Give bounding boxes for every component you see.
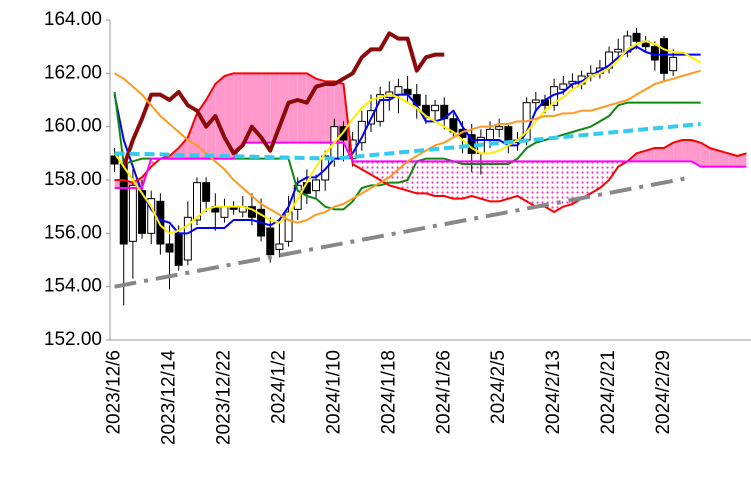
trend-line (114, 175, 692, 289)
cloud-fill (215, 76, 225, 159)
cloud-fill (462, 161, 472, 199)
candle-body (531, 99, 540, 104)
x-tick-label: 2024/1/10 (323, 350, 344, 435)
cloud-fill (700, 142, 710, 167)
cloud-fill (242, 73, 252, 143)
candle-body (284, 211, 293, 242)
y-tick-label: 164.00 (44, 9, 102, 30)
cloud-fill (590, 161, 600, 194)
candle-body (220, 206, 229, 218)
indicator-line (114, 72, 747, 213)
candle-body (312, 179, 321, 192)
y-tick-label: 156.00 (44, 222, 102, 243)
candle-body (614, 48, 623, 53)
candle-body (165, 243, 174, 253)
y-tick-label: 152.00 (44, 329, 102, 350)
candle-body (559, 83, 568, 90)
candle-body (632, 32, 641, 42)
cloud-fill (544, 161, 555, 212)
cloud-fill (471, 161, 481, 199)
cloud-fill (737, 153, 747, 167)
indicator-line (113, 45, 701, 235)
cloud-fill (480, 161, 491, 202)
candle-body (669, 56, 678, 72)
cloud-fill (425, 161, 436, 196)
cloud-fill (691, 140, 701, 167)
cloud-fill (288, 73, 298, 143)
candle-body (431, 104, 440, 112)
cloud-fill (453, 161, 463, 199)
cloud-fill (261, 73, 271, 143)
cloud-fill (682, 140, 692, 162)
cloud-fill (572, 161, 582, 204)
candle-body (486, 128, 495, 141)
indicator-line (114, 141, 747, 189)
cloud-fill (297, 73, 307, 143)
cloud-fill (233, 73, 243, 159)
indicator-line (121, 31, 445, 168)
x-tick-label: 2024/1/26 (433, 350, 454, 435)
candle-body (660, 38, 668, 74)
cloud-fill (508, 161, 518, 199)
cloud-fill (654, 148, 665, 162)
candle-body (128, 184, 137, 242)
y-tick-label: 160.00 (44, 116, 102, 137)
marks (110, 28, 747, 306)
cloud-fill (416, 161, 426, 194)
cloud-fill (554, 161, 564, 212)
x-tick-label: 2023/12/14 (159, 350, 180, 446)
cloud-fill (517, 161, 527, 202)
cloud-fill (187, 113, 197, 159)
cloud-fill (563, 161, 573, 207)
cloud-fill (581, 161, 591, 199)
cloud-fill (728, 153, 738, 167)
x-tick-label: 2024/2/21 (598, 350, 619, 435)
cloud-fill (535, 161, 545, 207)
candle-body (183, 216, 192, 261)
cloud-fill (526, 161, 536, 207)
cloud-fill (444, 161, 454, 199)
y-tick-label: 158.00 (44, 169, 102, 190)
x-tick-label: 2024/2/13 (543, 350, 564, 435)
y-tick-label: 162.00 (44, 62, 102, 83)
candle-body (394, 86, 403, 96)
cloud-fill (389, 161, 399, 188)
cloud-fill (407, 161, 417, 194)
x-tick-label: 2024/2/29 (653, 350, 674, 435)
cloud-fill (435, 161, 445, 196)
cloud-fill (718, 150, 729, 167)
x-tick-label: 2024/2/5 (488, 350, 509, 424)
candle-body (266, 227, 275, 256)
cloud-fill (645, 148, 655, 162)
cloud-fill (398, 161, 408, 191)
cloud-fill (361, 161, 371, 175)
cloud-fill (251, 73, 262, 143)
cloud-fill (306, 73, 317, 143)
indicator-line (114, 69, 701, 224)
candle-body (193, 182, 201, 221)
candle-body (174, 232, 183, 266)
cloud-fill (316, 78, 326, 143)
cloud-fill (270, 73, 280, 143)
candle-body (119, 163, 128, 245)
x-tick-label: 2023/12/6 (104, 350, 125, 435)
cloud-fill (490, 161, 500, 202)
indicator-line (113, 40, 702, 235)
x-tick-label: 2024/1/2 (268, 350, 289, 424)
x-tick-label: 2023/12/22 (213, 350, 234, 445)
cloud-fill (709, 148, 719, 167)
cloud-fill (673, 140, 683, 162)
x-tick-label: 2024/1/18 (378, 350, 399, 435)
candle-body (156, 200, 165, 245)
cloud-fill (499, 161, 509, 202)
candle-body (495, 126, 504, 130)
candle-body (275, 243, 284, 250)
candle-body (202, 182, 211, 202)
y-tick-label: 154.00 (44, 276, 102, 297)
trend-line (114, 122, 701, 161)
